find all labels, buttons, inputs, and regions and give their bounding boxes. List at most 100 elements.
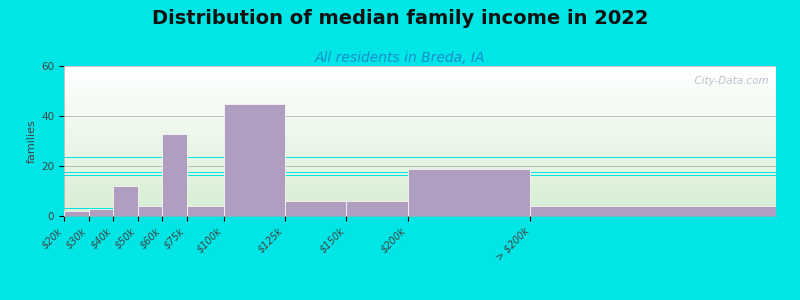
Bar xyxy=(64,200,776,201)
Bar xyxy=(64,211,776,212)
Bar xyxy=(64,119,776,120)
Bar xyxy=(64,211,89,216)
Bar xyxy=(64,193,776,194)
Bar xyxy=(64,82,776,83)
Bar xyxy=(64,175,776,176)
Bar xyxy=(64,74,776,75)
Bar xyxy=(64,212,776,213)
Bar xyxy=(64,137,776,138)
Bar xyxy=(64,165,776,166)
Bar xyxy=(64,127,776,128)
Bar xyxy=(64,179,776,180)
Bar xyxy=(64,79,776,80)
Bar xyxy=(64,210,776,211)
Bar xyxy=(64,172,776,173)
Bar xyxy=(64,135,776,136)
Bar xyxy=(64,155,776,156)
Bar xyxy=(64,152,776,153)
Bar xyxy=(64,104,776,105)
Bar xyxy=(64,84,776,85)
Bar xyxy=(64,151,776,152)
Bar xyxy=(64,94,776,95)
Bar xyxy=(64,204,776,205)
Bar xyxy=(64,139,776,140)
Bar xyxy=(64,167,776,168)
Bar xyxy=(64,141,776,142)
Bar xyxy=(64,191,776,192)
Bar xyxy=(64,160,776,161)
Bar xyxy=(64,183,776,184)
Bar xyxy=(64,72,776,73)
Bar xyxy=(64,166,776,167)
Bar xyxy=(64,131,776,132)
Bar xyxy=(64,162,776,163)
Bar xyxy=(64,187,776,188)
Bar xyxy=(64,188,776,189)
Bar xyxy=(64,148,776,149)
Bar xyxy=(64,86,776,87)
Bar xyxy=(64,81,776,82)
Bar xyxy=(64,107,776,108)
Bar xyxy=(113,186,138,216)
Bar xyxy=(162,134,186,216)
Bar xyxy=(64,113,776,114)
Bar xyxy=(64,116,776,117)
Bar xyxy=(89,208,113,216)
Bar xyxy=(64,110,776,111)
Bar xyxy=(64,142,776,143)
Bar xyxy=(64,171,776,172)
Bar xyxy=(346,201,408,216)
Bar xyxy=(64,123,776,124)
Bar xyxy=(64,196,776,197)
Y-axis label: families: families xyxy=(27,119,37,163)
Bar xyxy=(64,184,776,185)
Bar xyxy=(64,202,776,203)
Bar xyxy=(64,213,776,214)
Text: All residents in Breda, IA: All residents in Breda, IA xyxy=(314,51,486,65)
Bar xyxy=(64,83,776,84)
Bar xyxy=(285,201,346,216)
Bar xyxy=(64,194,776,195)
Bar xyxy=(64,66,776,67)
Bar xyxy=(64,132,776,133)
Bar xyxy=(64,105,776,106)
Bar xyxy=(64,198,776,199)
Bar xyxy=(64,202,776,203)
Bar xyxy=(64,215,776,216)
Bar xyxy=(64,117,776,118)
Bar xyxy=(64,186,776,187)
Bar xyxy=(64,103,776,104)
Bar xyxy=(64,185,776,186)
Bar xyxy=(64,146,776,147)
Bar xyxy=(64,67,776,68)
Bar xyxy=(64,70,776,71)
Bar xyxy=(64,203,776,204)
Bar xyxy=(64,128,776,129)
Bar xyxy=(64,125,776,126)
Bar xyxy=(64,98,776,99)
Bar xyxy=(64,189,776,190)
Bar xyxy=(64,154,776,155)
Bar xyxy=(64,77,776,78)
Bar xyxy=(530,206,776,216)
Bar xyxy=(64,129,776,130)
Bar xyxy=(64,190,776,191)
Bar xyxy=(64,180,776,181)
Bar xyxy=(64,197,776,198)
Bar xyxy=(64,114,776,115)
Bar xyxy=(64,121,776,122)
Bar xyxy=(64,177,776,178)
Bar xyxy=(64,108,776,109)
Bar xyxy=(64,85,776,86)
Bar xyxy=(64,97,776,98)
Bar xyxy=(64,140,776,141)
Bar xyxy=(64,120,776,121)
Bar xyxy=(64,201,776,202)
Bar xyxy=(64,75,776,76)
Bar xyxy=(64,214,776,215)
Bar xyxy=(64,163,776,164)
Bar xyxy=(64,195,776,196)
Bar xyxy=(64,169,776,170)
Bar xyxy=(64,134,776,135)
Bar xyxy=(64,102,776,103)
